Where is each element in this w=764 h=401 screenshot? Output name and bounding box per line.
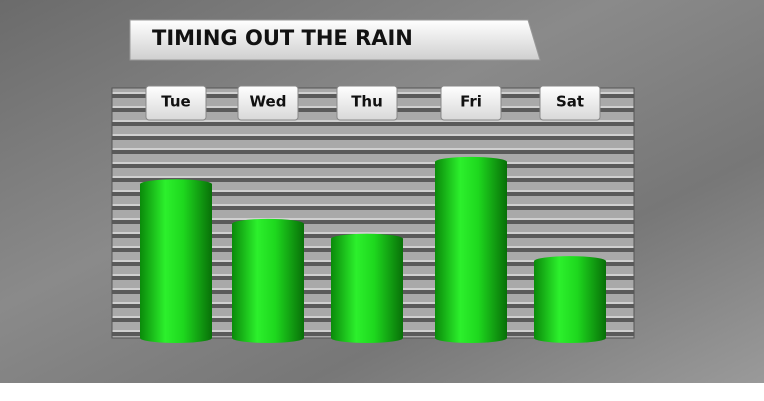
- bar: [140, 179, 212, 343]
- x-tick-label: Sat: [556, 93, 584, 111]
- bar: [534, 256, 606, 343]
- x-tick-label: Fri: [460, 93, 482, 111]
- title-banner: [129, 19, 541, 61]
- x-tick-label: Tue: [161, 93, 190, 111]
- bar: [435, 156, 507, 343]
- day-tab: [336, 85, 398, 121]
- bar: [331, 233, 403, 343]
- bar: [232, 218, 304, 343]
- bottom-strip: [0, 383, 764, 401]
- x-tick-label: Wed: [250, 93, 287, 111]
- chart-title: TIMING OUT THE RAIN: [152, 26, 413, 50]
- day-tab: [145, 85, 207, 121]
- day-tab: [539, 85, 601, 121]
- x-tick-label: Thu: [351, 93, 383, 111]
- day-tab: [440, 85, 502, 121]
- day-tab: [237, 85, 299, 121]
